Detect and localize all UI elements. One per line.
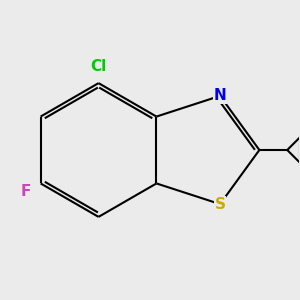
Text: Cl: Cl xyxy=(90,59,107,74)
Text: N: N xyxy=(214,88,226,104)
Text: S: S xyxy=(214,196,226,211)
Text: F: F xyxy=(21,184,31,199)
